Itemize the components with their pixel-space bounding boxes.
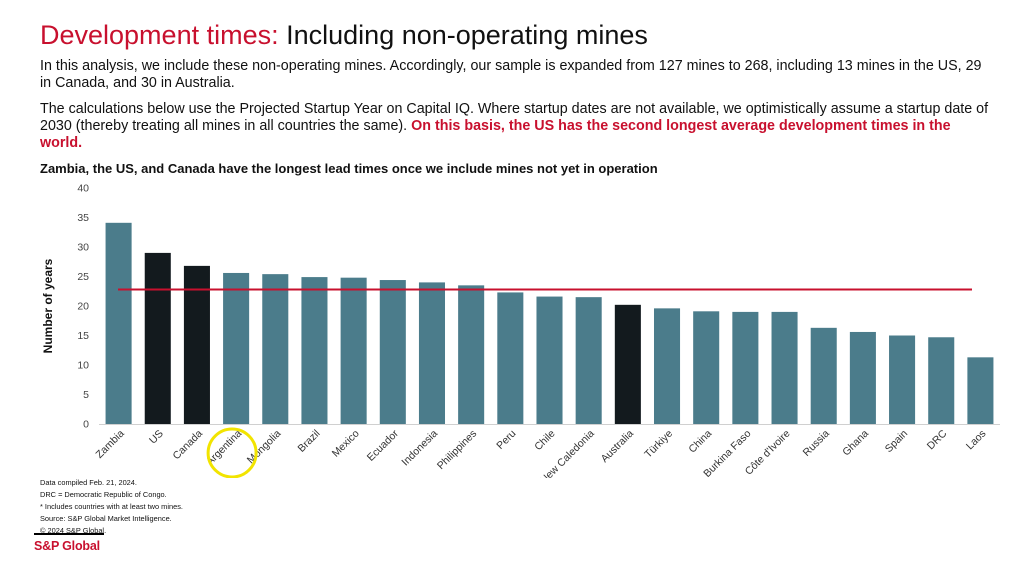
key-finding: On this basis, the US has the second lon… [40,118,951,151]
footnotes: Data compiled Feb. 21, 2024. DRC = Democ… [40,477,183,537]
bar [223,272,250,424]
bar [614,304,641,424]
method-paragraph: The calculations below use the Projected… [40,101,990,152]
x-tick-label: DRC [925,427,950,452]
y-tick-label: 30 [77,242,89,254]
bar [105,222,132,424]
bar-chart: 0 5 10 15 20 25 30 35 40 Number of years Zambia US C… [41,183,1000,478]
x-tick-label: China [686,428,714,456]
x-tick-label: Philippines [435,428,479,472]
x-tick-label: Canada [171,428,206,463]
footnote: Source: S&P Global Market Intelligence. [40,514,172,523]
x-tick-label: Indonesia [399,428,440,469]
slide-title: Development times: Including non-operati… [40,20,648,51]
chart-title: Zambia, the US, and Canada have the long… [40,161,658,176]
y-axis-label: Number of years [41,258,55,353]
x-tick-label: Peru [494,428,518,452]
y-tick-label: 10 [77,360,89,372]
bar [340,277,367,424]
x-tick-label: Ecuador [365,427,401,463]
bar [144,252,171,424]
x-tick-label: Australia [599,428,636,465]
bar [497,292,524,424]
bar [732,311,759,424]
x-tick-label: Mongolia [245,428,284,467]
footnote: Data compiled Feb. 21, 2024. [40,478,137,487]
method-text: The calculations below use the Projected… [40,101,989,134]
footnote: DRC = Democratic Republic of Congo. [40,490,167,499]
x-tick-label: Zambia [93,428,126,461]
bar [928,337,955,424]
x-tick-label: Brazil [296,428,323,455]
footnote: © 2024 S&P Global. [40,526,107,535]
y-tick-label: 0 [83,419,89,431]
y-tick-label: 5 [83,389,89,401]
bar [536,296,563,424]
bar [771,311,798,424]
bar [183,265,210,424]
logo-rule [34,533,104,535]
x-tick-label: US [147,428,166,447]
x-tick-label: Russia [801,428,832,459]
bar [653,308,681,424]
y-tick-label: 35 [77,212,89,224]
x-tick-label: Ghana [840,428,871,459]
y-tick-label: 20 [77,301,89,313]
y-tick-label: 40 [77,183,89,195]
intro-paragraph: In this analysis, we include these non-o… [40,58,982,91]
title-accent: Development times: [40,20,279,50]
title-rest: Including non-operating mines [286,20,648,50]
bar [458,285,485,424]
bar [810,327,837,424]
bar [418,282,446,424]
y-tick-label: 25 [77,271,89,283]
x-tick-label: Chile [532,428,558,454]
bar [301,277,328,424]
x-tick-label: Mexico [330,428,362,460]
x-tick-label: Spain [883,428,911,456]
bar [693,311,720,424]
bar [889,335,916,424]
sp-global-logo: S&P Global [34,539,100,553]
bar [379,280,406,424]
bar [262,274,289,424]
footnote: * Includes countries with at least two m… [40,502,183,511]
x-tick-label: Türkiye [642,428,675,461]
x-tick-label: Laos [964,428,989,453]
highlight-circle [206,427,258,478]
bar [967,357,994,424]
bar [575,297,602,424]
y-tick-label: 15 [77,330,89,342]
bar [849,331,876,424]
